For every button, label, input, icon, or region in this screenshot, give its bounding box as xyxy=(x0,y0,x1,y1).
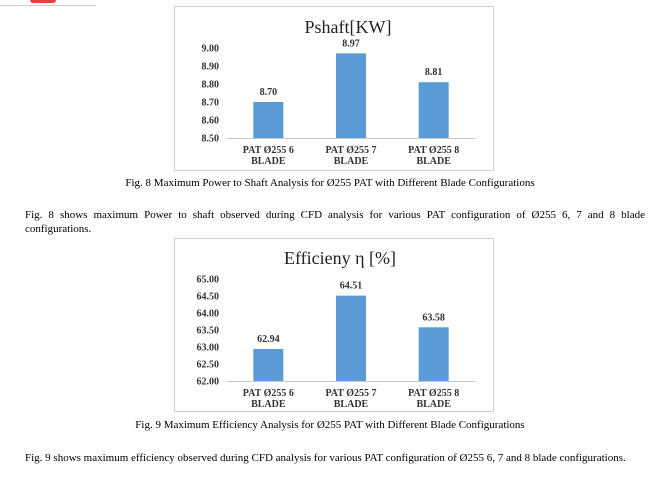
bar xyxy=(336,295,366,381)
y-tick-label: 8.60 xyxy=(202,116,220,127)
x-tick-label: PAT Ø255 7 xyxy=(325,145,376,156)
figure8-caption: Fig. 8 Maximum Power to Shaft Analysis f… xyxy=(125,177,535,189)
bar xyxy=(253,102,284,138)
efficiency-chart-svg: Efficieny η [%] 62.00 62.50 63.00 63.50 64.00… xyxy=(197,248,475,410)
header-logo-fragment xyxy=(0,0,96,6)
y-tick-label: 8.50 xyxy=(202,134,220,145)
y-tick-label: 65.00 xyxy=(197,275,220,286)
x-tick-label: PAT Ø255 8 xyxy=(408,388,459,399)
bar xyxy=(418,327,449,381)
figure8-description: Fig. 8 shows maximum Power to shaft obse… xyxy=(25,209,645,235)
y-tick-label: 8.70 xyxy=(202,98,220,109)
data-label: 8.97 xyxy=(342,38,360,49)
x-tick-label: PAT Ø255 8 xyxy=(408,145,459,156)
x-tick-label: BLADE xyxy=(251,156,286,167)
bar xyxy=(253,349,284,381)
power-shaft-chart-svg: Pshaft[KW] 8.50 8.60 8.70 8.80 8.90 9.00 8.70 PA… xyxy=(202,17,475,167)
figure9-caption: Fig. 9 Maximum Efficiency Analysis for Ø… xyxy=(135,419,525,431)
x-tick-label: BLADE xyxy=(334,399,369,410)
y-tick-label: 8.90 xyxy=(202,62,220,73)
figure9-description: Fig. 9 shows maximum efficiency observed… xyxy=(25,452,626,464)
x-tick-label: PAT Ø255 6 xyxy=(243,388,294,399)
data-label: 63.58 xyxy=(422,312,445,323)
data-label: 8.70 xyxy=(260,87,278,98)
efficiency-chart: Efficieny η [%] 62.00 62.50 63.00 63.50 64.00… xyxy=(174,238,494,412)
chart-title: Pshaft[KW] xyxy=(305,17,392,37)
data-label: 8.81 xyxy=(425,67,443,78)
logo-red-mark xyxy=(30,0,56,3)
data-label: 62.94 xyxy=(257,334,280,345)
y-tick-label: 62.00 xyxy=(197,377,220,388)
x-tick-label: BLADE xyxy=(416,399,451,410)
chart-title: Efficieny η [%] xyxy=(284,248,396,268)
bar xyxy=(336,53,366,138)
power-shaft-chart: Pshaft[KW] 8.50 8.60 8.70 8.80 8.90 9.00 8.70 PA… xyxy=(174,6,494,171)
x-tick-label: BLADE xyxy=(251,399,286,410)
x-tick-label: PAT Ø255 6 xyxy=(243,145,294,156)
y-tick-label: 9.00 xyxy=(202,44,220,55)
x-tick-label: PAT Ø255 7 xyxy=(325,388,376,399)
y-tick-label: 64.00 xyxy=(197,309,220,320)
y-tick-label: 63.50 xyxy=(197,326,220,337)
x-tick-label: BLADE xyxy=(416,156,451,167)
y-tick-label: 63.00 xyxy=(197,343,220,354)
y-tick-label: 64.50 xyxy=(197,292,220,303)
data-label: 64.51 xyxy=(340,281,363,292)
y-tick-label: 8.80 xyxy=(202,80,220,91)
y-tick-label: 62.50 xyxy=(197,360,220,371)
bar xyxy=(418,82,449,138)
x-tick-label: BLADE xyxy=(334,156,369,167)
